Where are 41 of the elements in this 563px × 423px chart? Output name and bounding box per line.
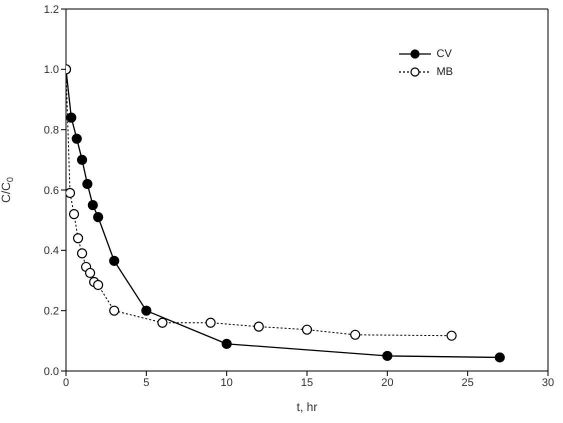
point xyxy=(72,134,82,144)
point xyxy=(66,188,76,198)
point xyxy=(222,338,232,349)
point xyxy=(93,280,104,290)
point xyxy=(494,352,505,363)
legend-label: CV xyxy=(436,48,452,60)
point xyxy=(446,330,457,341)
point xyxy=(68,209,80,220)
x-tick-label: 10 xyxy=(220,376,233,389)
x-tick-label: 5 xyxy=(143,376,150,389)
point xyxy=(254,322,264,332)
point xyxy=(82,178,92,190)
x-tick-label: 0 xyxy=(62,376,70,389)
point xyxy=(66,112,76,123)
x-tick-label: 30 xyxy=(542,376,554,389)
y-tick-label: 0.0 xyxy=(44,366,59,378)
legend-label: MB xyxy=(436,66,453,78)
point xyxy=(109,256,120,266)
y-tick-label: 1.0 xyxy=(44,64,59,76)
y-tick-label: 0.2 xyxy=(44,306,59,318)
point xyxy=(206,318,216,328)
point xyxy=(85,268,96,278)
y-tick-label: 0.4 xyxy=(44,245,59,258)
point xyxy=(76,154,88,165)
y-tick-label: 0.8 xyxy=(44,124,59,137)
x-axis-title: t, hr xyxy=(296,400,318,414)
point xyxy=(157,318,168,328)
point xyxy=(93,212,104,222)
y-tick-label: 1.2 xyxy=(44,4,59,16)
point xyxy=(76,248,88,258)
x-tick-label: 15 xyxy=(300,376,314,389)
x-tick-label: 25 xyxy=(462,376,474,389)
point xyxy=(141,306,152,316)
point xyxy=(302,324,312,335)
point xyxy=(382,350,392,362)
point xyxy=(350,330,360,340)
point xyxy=(88,200,98,210)
y-tick-label: 0.6 xyxy=(44,184,59,197)
point xyxy=(72,233,84,244)
point xyxy=(109,306,120,316)
x-tick-label: 20 xyxy=(381,376,394,389)
